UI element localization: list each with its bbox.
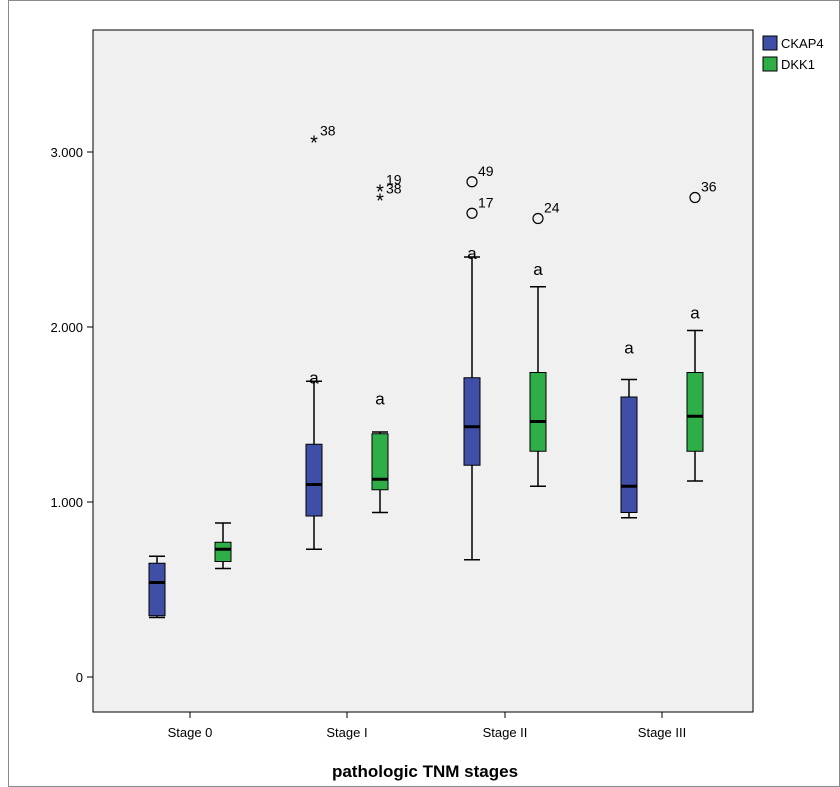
outlier-label: 38 (386, 180, 402, 196)
significance-labels: a a a a a a (309, 244, 700, 408)
iqr-box (148, 562, 166, 617)
box-series (148, 256, 704, 619)
outlier-star: * (310, 133, 318, 155)
legend-label: DKK1 (781, 57, 815, 72)
box-ckap4-1 (305, 380, 323, 550)
outlier-label: 49 (478, 163, 494, 179)
box-dkk1-1 (371, 431, 389, 514)
box-ckap4-2 (463, 256, 481, 561)
outlier-label: 24 (544, 200, 560, 216)
outlier-circle (466, 176, 478, 188)
outlier-label: 38 (320, 123, 336, 139)
significance-label: a (533, 260, 543, 279)
y-axis: 0 1.000 2.000 3.000 (50, 145, 93, 685)
box-dkk1-0 (214, 522, 232, 570)
x-tick-label: Stage II (483, 725, 528, 740)
x-tick-label: Stage I (326, 725, 367, 740)
iqr-box (371, 433, 389, 491)
significance-label: a (375, 389, 385, 408)
iqr-box (529, 372, 547, 452)
y-tick-label: 1.000 (50, 495, 83, 510)
y-tick-label: 3.000 (50, 145, 83, 160)
significance-label: a (467, 244, 477, 263)
legend-label: CKAP4 (781, 36, 824, 51)
box-ckap4-3 (620, 378, 638, 519)
y-tick-label: 2.000 (50, 320, 83, 335)
box-ckap4-0 (148, 555, 166, 619)
outlier-label: 19 (386, 172, 402, 188)
x-tick-label: Stage III (638, 725, 686, 740)
box-dkk1-3 (686, 329, 704, 482)
iqr-box (686, 372, 704, 452)
iqr-box (620, 396, 638, 513)
x-axis: Stage 0 Stage I Stage II Stage III (168, 712, 686, 740)
iqr-box (305, 443, 323, 517)
outlier-circle (466, 207, 478, 219)
outlier-circle (532, 212, 544, 225)
legend: CKAP4 DKK1 (762, 35, 824, 72)
y-tick-label: 0 (76, 670, 83, 685)
iqr-box (463, 377, 481, 466)
x-axis-title: pathologic TNM stages (332, 762, 518, 781)
outlier-label: 36 (701, 179, 717, 195)
legend-swatch (762, 35, 778, 51)
significance-label: a (309, 368, 319, 387)
outlier-label: 17 (478, 194, 494, 210)
legend-swatch (762, 56, 778, 72)
x-tick-label: Stage 0 (168, 725, 213, 740)
outlier-circle (689, 191, 701, 204)
outlier-star: * (376, 182, 384, 204)
significance-label: a (690, 304, 700, 323)
iqr-box (214, 541, 232, 562)
box-dkk1-2 (529, 286, 547, 487)
outlier-star: * (376, 190, 384, 212)
plot-area (92, 29, 754, 713)
significance-label: a (624, 339, 634, 358)
